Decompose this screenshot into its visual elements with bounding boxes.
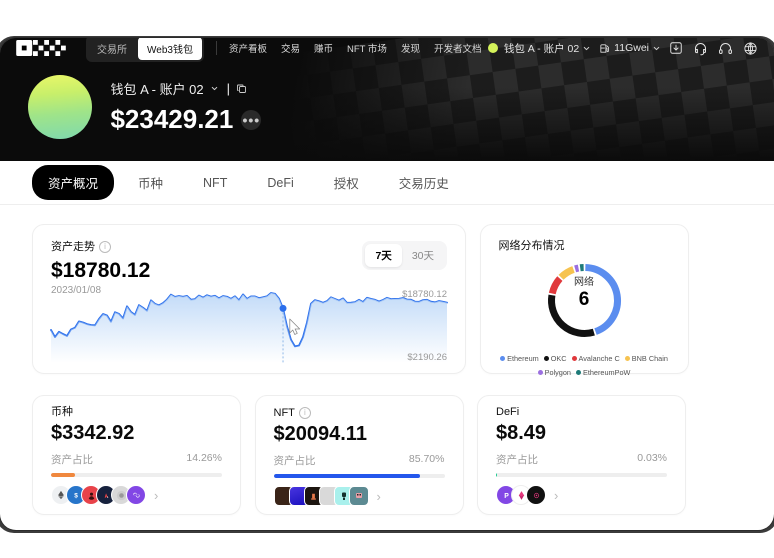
svg-text:$: $ [74, 492, 78, 499]
svg-text:P: P [504, 492, 509, 499]
